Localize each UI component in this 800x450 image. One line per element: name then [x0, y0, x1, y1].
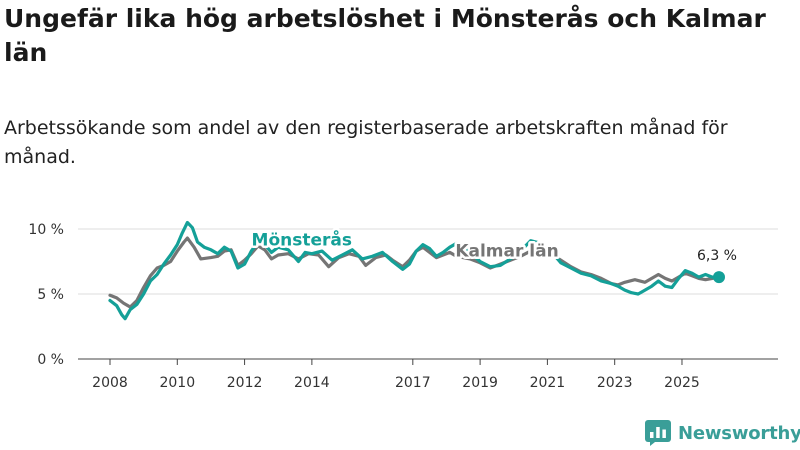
y-tick-label: 0 % [37, 352, 64, 368]
x-tick-label: 2017 [395, 375, 431, 391]
chart-subtitle: Arbetssökande som andel av den registerb… [4, 117, 728, 168]
series-line-kalmar-lan [108, 236, 721, 309]
y-axis-labels: 0 % 5 % 10 % [28, 222, 64, 368]
brand-name: Newsworthy [678, 422, 800, 444]
x-tick-label: 2012 [227, 375, 263, 391]
grid-lines [78, 228, 778, 295]
x-tick-label: 2010 [159, 375, 195, 391]
end-value-label: 6,3 % [697, 248, 737, 264]
x-tick-label: 2025 [664, 375, 700, 391]
series-line-monsteras [108, 220, 721, 321]
series-label-kalmar-lan: Kalmar län [455, 241, 558, 261]
x-tick-label: 2023 [597, 375, 633, 391]
line-chart: 0 %5 %10 % 2008 2010 2012 2014 2017 2019 2021 2… [28, 220, 778, 391]
series-lines [108, 220, 721, 321]
x-tick-label: 2019 [462, 375, 498, 391]
chart-title: Ungefär lika hög arbetslöshet i Mönsterå… [4, 4, 766, 67]
x-axis: 2008 2010 2012 2014 2017 2019 2021 2023 2025 [78, 358, 778, 391]
x-tick-label: 2008 [92, 375, 128, 391]
series-annotations: Mönsterås Kalmar län 6,3 % [249, 226, 737, 284]
series-label-monsteras: Mönsterås [252, 228, 352, 250]
x-tick-label: 2014 [294, 375, 330, 391]
y-tick-label: 5 % [37, 287, 64, 303]
end-point-marker [712, 271, 725, 284]
y-tick-label: 10 % [28, 222, 64, 238]
bar-chart-logo-icon [645, 420, 671, 446]
brand-logo[interactable]: Newsworthy [644, 419, 800, 447]
x-tick-label: 2021 [530, 375, 566, 391]
